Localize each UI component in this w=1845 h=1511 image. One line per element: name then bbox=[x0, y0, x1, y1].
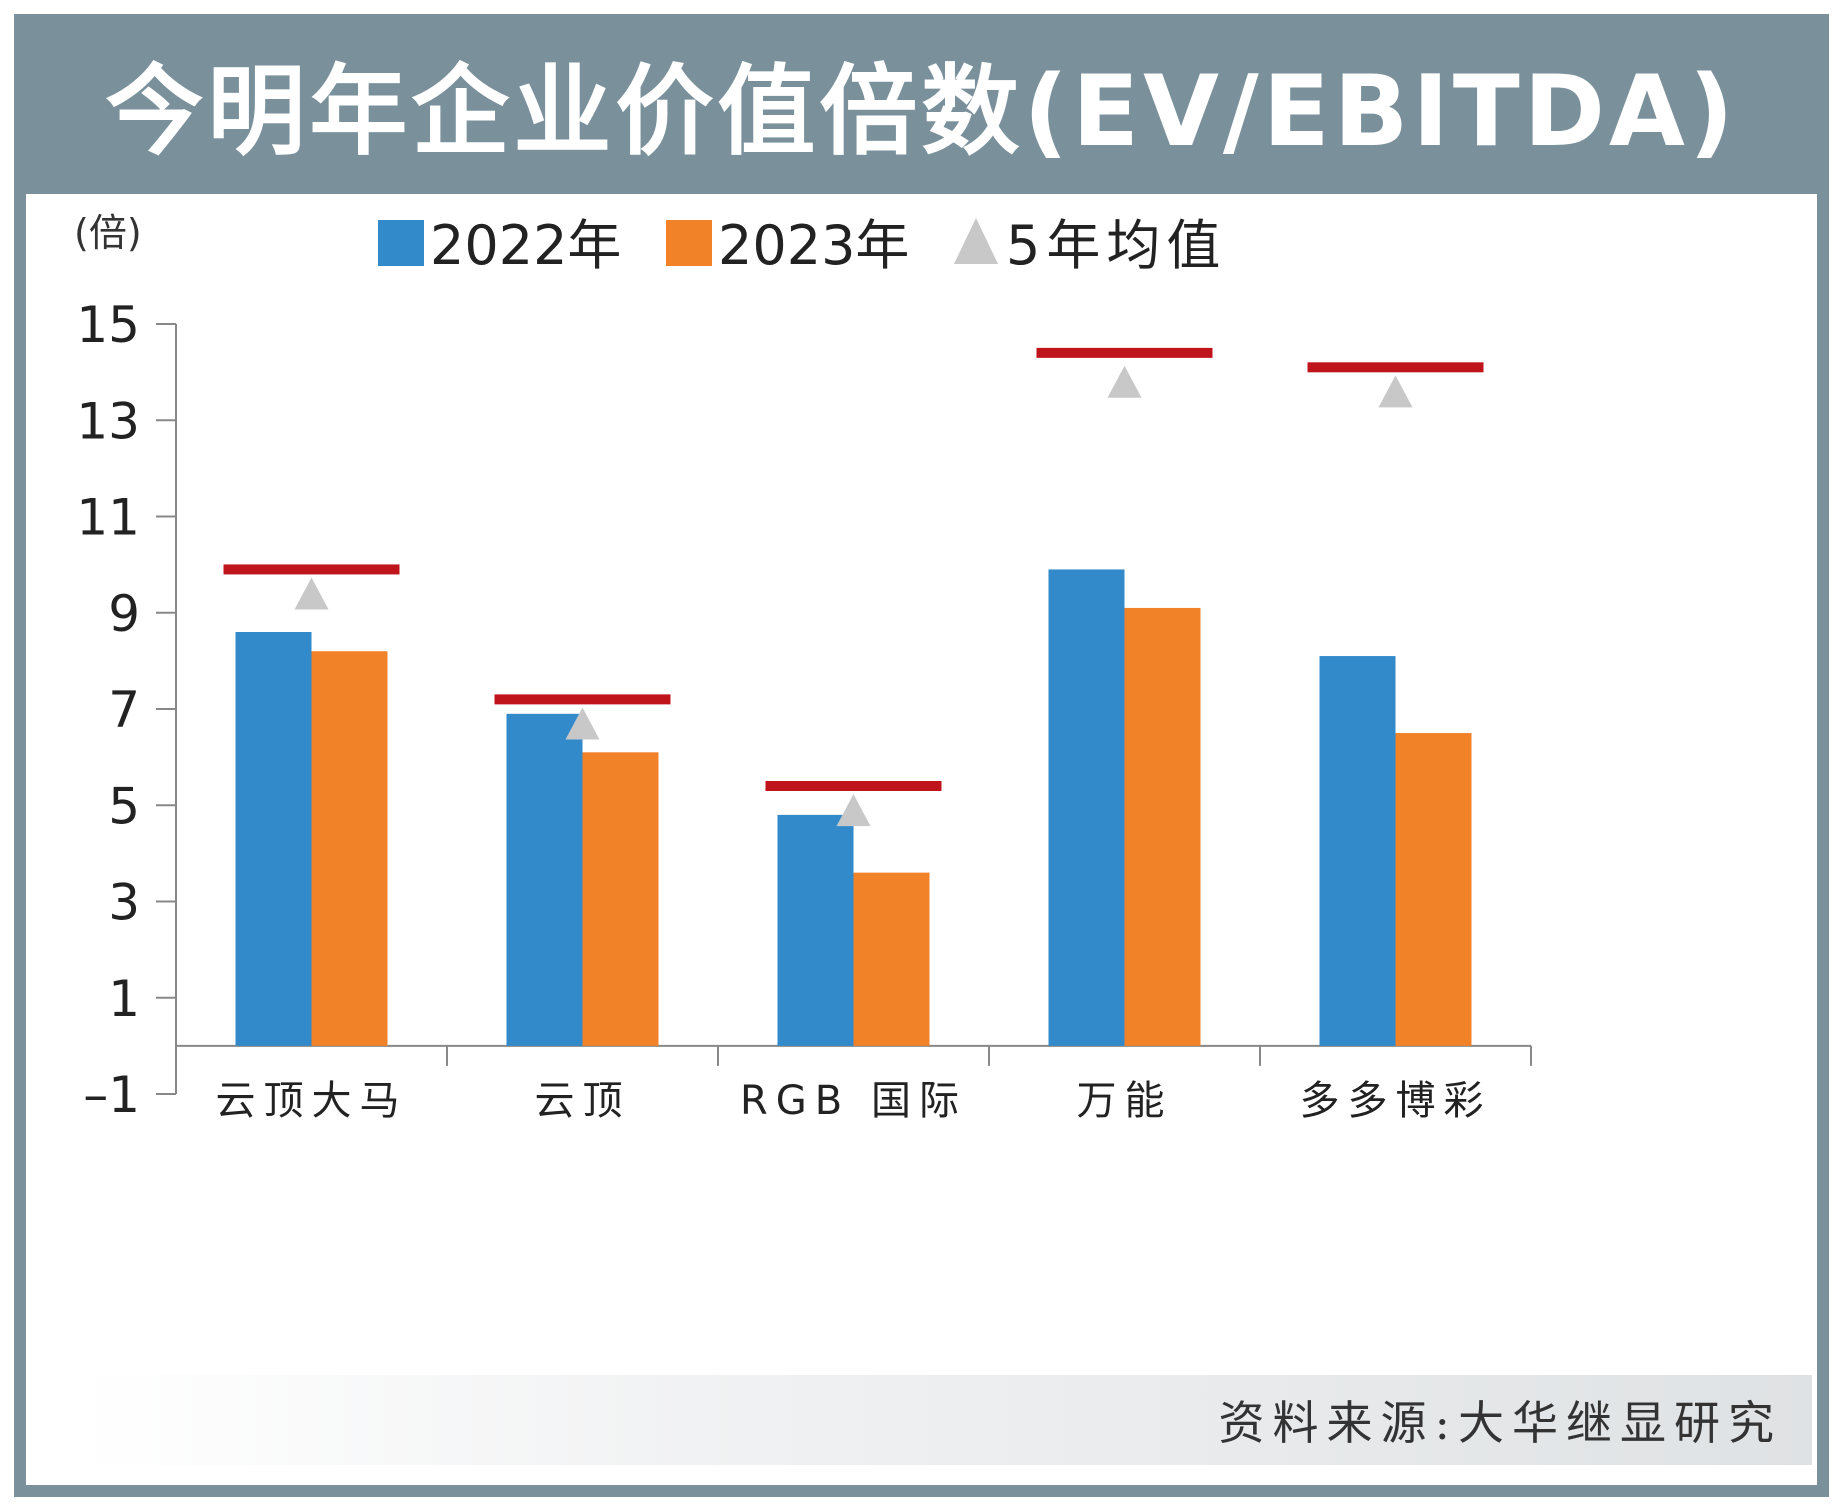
y-unit-label: (倍) bbox=[74, 211, 142, 255]
reference-line bbox=[1307, 362, 1484, 373]
legend-label-avg: 5年均值 bbox=[1006, 214, 1226, 277]
avg-marker bbox=[565, 707, 600, 740]
avg-marker bbox=[1107, 365, 1142, 398]
x-tick-label: RGB 国际 bbox=[740, 1078, 967, 1124]
avg-marker bbox=[294, 577, 329, 610]
bar-2022 bbox=[1319, 656, 1396, 1046]
y-tick-label: 15 bbox=[76, 296, 140, 354]
legend-label-2023: 2023年 bbox=[718, 214, 909, 277]
y-tick-label: –1 bbox=[83, 1066, 140, 1124]
bar-chart: 15 13 11 9 7 5 3 1 –1 (倍) 云顶大马 云顶 RGB 国际 万能 多多博彩 2022年 2… bbox=[74, 211, 1532, 1124]
reference-line bbox=[223, 564, 400, 575]
bar-2022 bbox=[506, 713, 583, 1046]
bar-2022 bbox=[235, 632, 312, 1046]
chart-title: 今明年企业价值倍数(EV/EBITDA) bbox=[105, 55, 1738, 169]
reference-line bbox=[1036, 347, 1213, 358]
bar-2023 bbox=[1124, 607, 1201, 1046]
bar-2023 bbox=[853, 872, 930, 1046]
y-tick-label: 7 bbox=[108, 681, 140, 739]
bar-2022 bbox=[1048, 569, 1125, 1046]
chart-panel: 15 13 11 9 7 5 3 1 –1 (倍) 云顶大马 云顶 RGB 国际 万能 多多博彩 2022年 2… bbox=[26, 194, 1817, 1485]
avg-marker bbox=[836, 794, 871, 827]
x-tick-label: 多多博彩 bbox=[1300, 1078, 1492, 1124]
reference-line bbox=[765, 781, 942, 791]
reference-line bbox=[494, 694, 671, 705]
y-tick-label: 5 bbox=[108, 777, 140, 835]
x-tick-label: 云顶大马 bbox=[216, 1078, 408, 1124]
chart-frame: 今明年企业价值倍数(EV/EBITDA) 15 13 11 9 7 5 3 1 –1 (倍) 云顶大… bbox=[14, 14, 1829, 1497]
bar-2023 bbox=[311, 651, 388, 1046]
bar-2023 bbox=[582, 752, 659, 1046]
y-tick-label: 3 bbox=[108, 874, 140, 932]
legend-marker-avg bbox=[954, 218, 998, 264]
legend-label-2022: 2022年 bbox=[430, 214, 621, 277]
x-tick-label: 云顶 bbox=[535, 1078, 631, 1124]
avg-marker bbox=[1378, 375, 1413, 408]
bar-2023 bbox=[1395, 733, 1472, 1046]
y-tick-label: 11 bbox=[76, 489, 140, 547]
legend-swatch-2022 bbox=[378, 220, 424, 266]
legend-swatch-2023 bbox=[666, 220, 712, 266]
y-tick-label: 1 bbox=[108, 970, 140, 1028]
bar-2022 bbox=[777, 814, 854, 1046]
x-tick-label: 万能 bbox=[1077, 1078, 1173, 1124]
y-tick-label: 13 bbox=[76, 392, 140, 450]
y-tick-label: 9 bbox=[108, 585, 140, 643]
source-note: 资料来源:大华继显研究 bbox=[82, 1375, 1812, 1465]
